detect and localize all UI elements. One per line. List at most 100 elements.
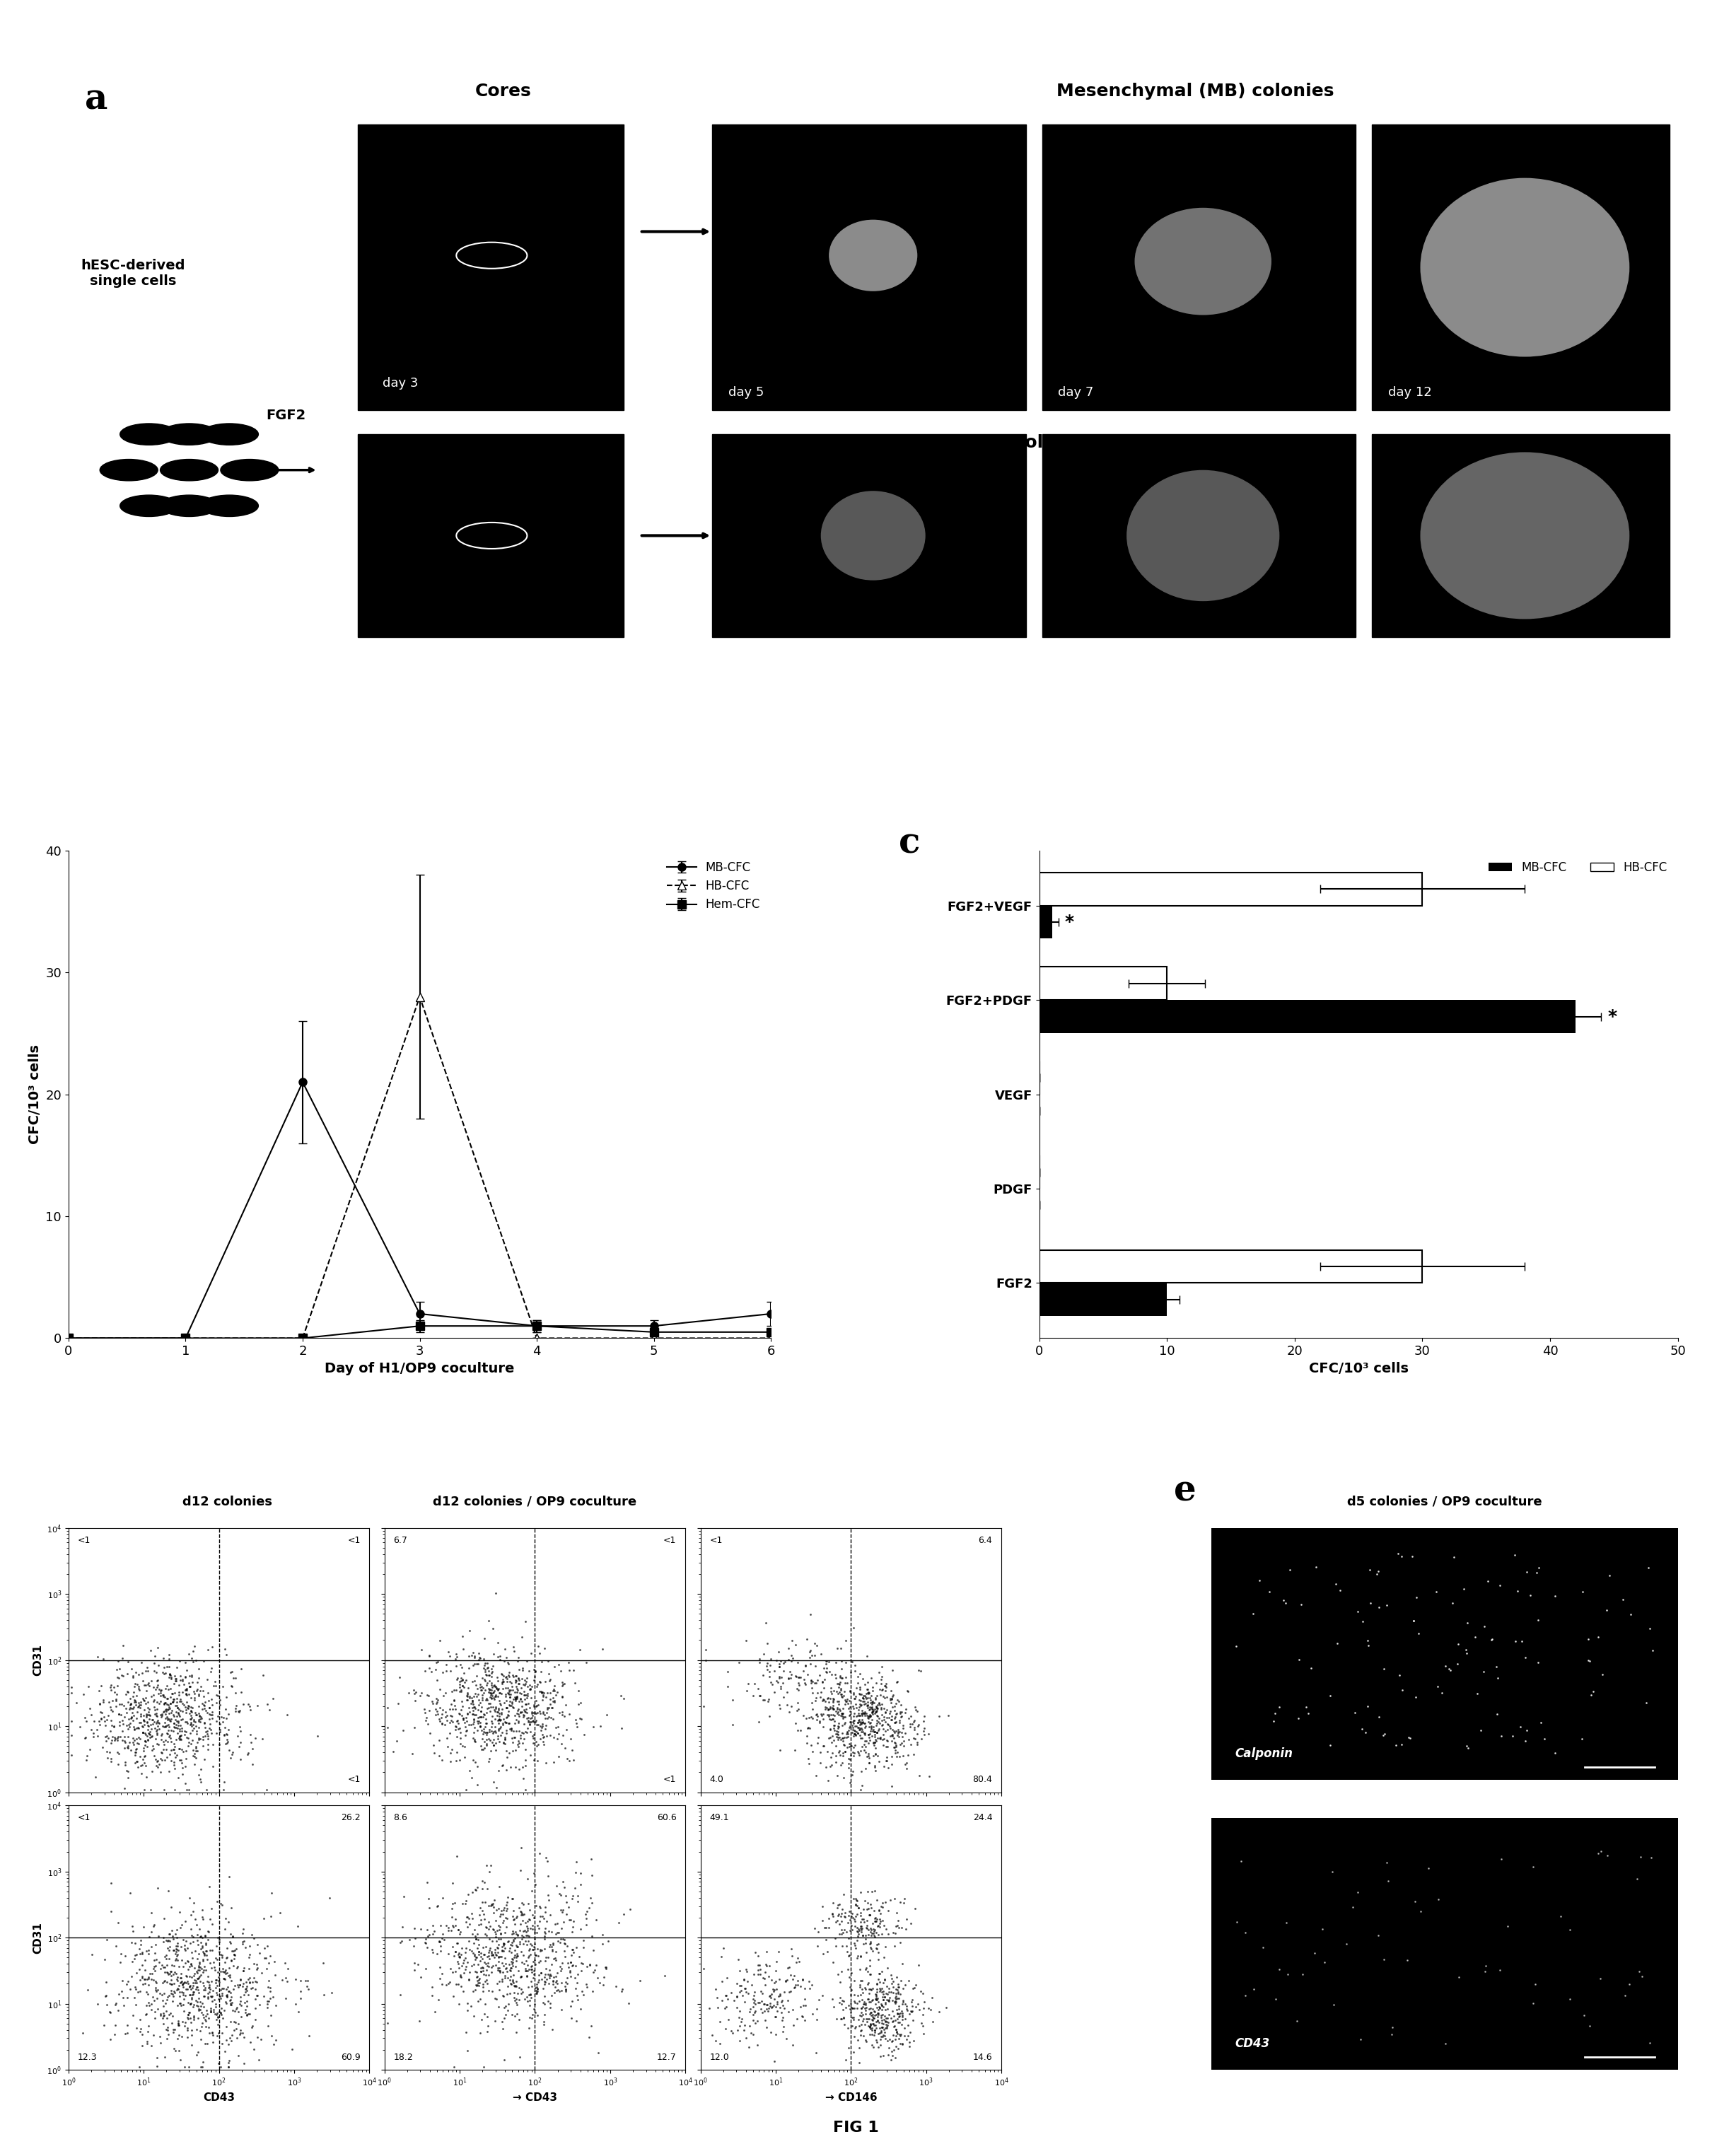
Point [164,2003,192,2037]
Point [144,1686,171,1720]
Point [103,1986,130,2020]
Point [837,1703,865,1738]
Point [514,1701,541,1736]
Point [882,1977,909,2012]
Point [505,1753,532,1787]
Point [151,1955,178,1990]
Point [471,1731,498,1766]
Point [522,1947,550,1981]
Point [419,1908,447,1943]
Point [519,1718,546,1753]
Point [168,1723,195,1757]
Point [212,1973,240,2007]
Point [844,1716,871,1751]
Point [717,1975,745,2009]
Point [514,1716,541,1751]
Point [428,1966,455,2001]
Point [844,1986,871,2020]
Point [871,1988,899,2022]
Point [887,1714,914,1749]
Point [135,1695,163,1729]
Point [760,1975,788,2009]
Point [514,1695,541,1729]
Point [450,1656,478,1690]
Point [193,1979,221,2014]
Point [156,1697,183,1731]
Point [815,1645,842,1680]
Point [127,1927,154,1962]
Point [866,1895,894,1930]
Point [863,1714,890,1749]
Point [548,1910,575,1945]
Point [442,1649,469,1684]
Point [433,1647,461,1682]
Point [459,1692,486,1727]
Point [786,1692,813,1727]
Point [137,1895,164,1930]
Point [120,1660,147,1695]
Point [865,1656,892,1690]
Point [175,2001,202,2035]
Point [553,1712,580,1746]
Point [99,1695,127,1729]
Point [841,2012,868,2046]
Point [877,1697,904,1731]
Point [92,1988,120,2022]
Point [514,1680,541,1714]
Point [178,1658,205,1692]
Point [445,1697,473,1731]
Point [495,1992,522,2027]
Point [134,1975,161,2009]
Point [106,1718,134,1753]
Point [149,1736,176,1770]
Point [211,1962,238,1996]
Point [127,2003,154,2037]
Point [859,1686,887,1720]
Point [158,1686,185,1720]
Point [151,1710,178,1744]
Point [822,1906,849,1940]
Point [243,1964,270,1999]
Point [825,1692,853,1727]
Point [474,1973,502,2007]
Point [486,1686,514,1720]
Point [502,1699,529,1733]
Point [199,1688,226,1723]
Point [454,1899,481,1934]
Point [856,1915,883,1949]
Point [132,1716,159,1751]
Point [193,1915,221,1949]
Point [452,2016,479,2050]
Point [103,1684,130,1718]
Point [491,1723,519,1757]
Point [449,1662,476,1697]
Point [473,1729,500,1764]
Point [498,1690,526,1725]
Point [863,1966,890,2001]
Point [536,1958,563,1992]
Point [166,1682,193,1716]
Point [490,1927,517,1962]
Point [882,2009,909,2044]
Point [125,1671,152,1705]
Point [868,1979,895,2014]
Point [861,1899,889,1934]
Point [454,1675,481,1710]
Point [98,1671,125,1705]
Point [536,1960,563,1994]
Point [515,1902,543,1936]
Point [464,1705,491,1740]
Point [820,1990,847,2024]
Point [885,1703,912,1738]
FancyBboxPatch shape [1371,125,1669,410]
Point [849,1682,877,1716]
Point [847,1908,875,1943]
Point [512,1742,539,1777]
Point [159,1731,187,1766]
Point [461,1943,488,1977]
Point [161,1744,188,1779]
Point [106,1686,134,1720]
Point [834,1714,861,1749]
Point [851,1695,878,1729]
Point [526,1636,553,1671]
